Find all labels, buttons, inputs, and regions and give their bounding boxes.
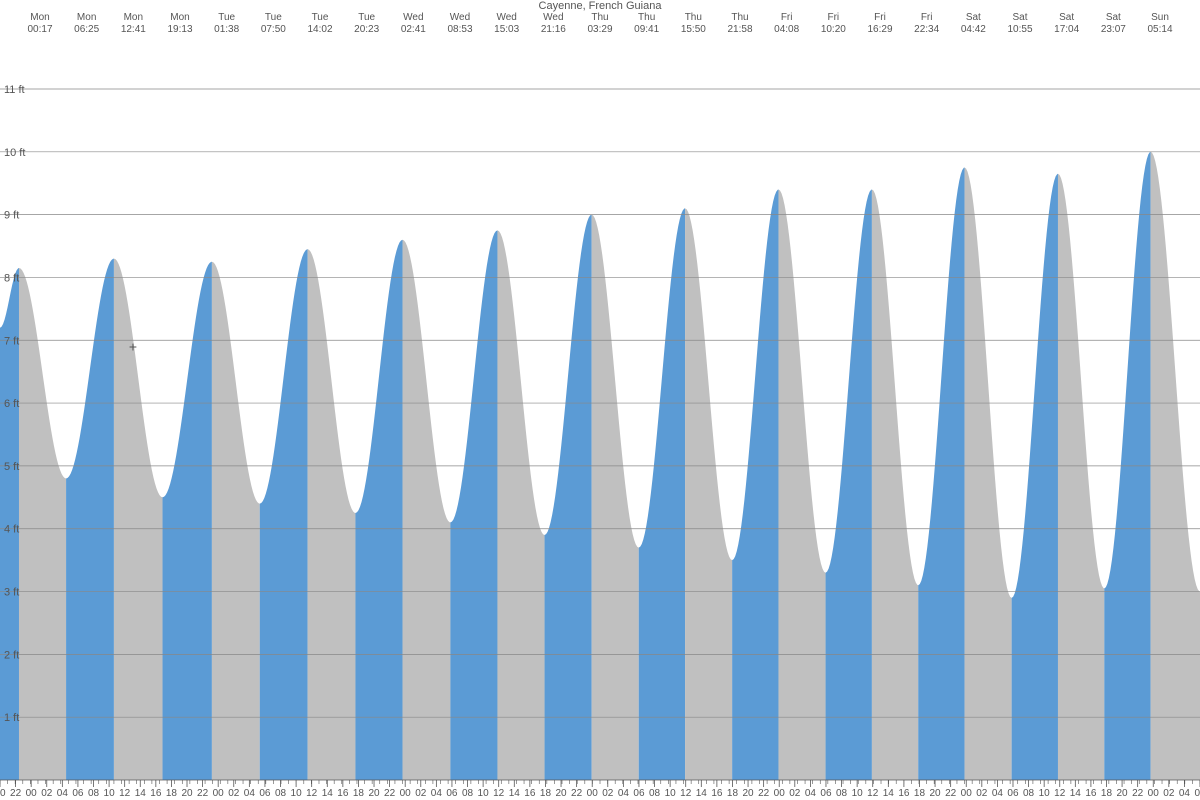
chart-svg: 1 ft 2 ft 3 ft 4 ft 5 ft 6 ft 7 ft 8 ft 9 ft 10 f… bbox=[0, 0, 1200, 800]
svg-text:00: 00 bbox=[774, 788, 786, 799]
svg-text:3 ft: 3 ft bbox=[4, 587, 19, 599]
svg-text:12: 12 bbox=[493, 788, 505, 799]
svg-text:16: 16 bbox=[524, 788, 536, 799]
svg-text:20: 20 bbox=[555, 788, 567, 799]
svg-text:00: 00 bbox=[961, 788, 973, 799]
svg-text:22: 22 bbox=[384, 788, 396, 799]
svg-text:22: 22 bbox=[1132, 788, 1144, 799]
svg-text:00: 00 bbox=[1148, 788, 1160, 799]
svg-text:20: 20 bbox=[0, 788, 6, 799]
tide-chart: Cayenne, French Guiana Mon00:17Mon06:25M… bbox=[0, 0, 1200, 800]
svg-text:12: 12 bbox=[306, 788, 318, 799]
svg-text:06: 06 bbox=[72, 788, 84, 799]
svg-text:14: 14 bbox=[696, 788, 708, 799]
svg-text:22: 22 bbox=[945, 788, 957, 799]
svg-text:02: 02 bbox=[41, 788, 53, 799]
svg-text:18: 18 bbox=[727, 788, 739, 799]
svg-text:20: 20 bbox=[742, 788, 754, 799]
svg-text:10: 10 bbox=[478, 788, 490, 799]
svg-text:12: 12 bbox=[119, 788, 131, 799]
svg-text:04: 04 bbox=[805, 788, 817, 799]
svg-text:06: 06 bbox=[259, 788, 271, 799]
svg-text:08: 08 bbox=[836, 788, 848, 799]
svg-text:20: 20 bbox=[1117, 788, 1129, 799]
svg-text:16: 16 bbox=[150, 788, 162, 799]
svg-text:04: 04 bbox=[57, 788, 69, 799]
svg-text:00: 00 bbox=[587, 788, 599, 799]
svg-text:22: 22 bbox=[10, 788, 22, 799]
svg-text:18: 18 bbox=[1101, 788, 1113, 799]
svg-text:22: 22 bbox=[758, 788, 770, 799]
svg-text:06: 06 bbox=[446, 788, 458, 799]
svg-text:08: 08 bbox=[462, 788, 474, 799]
svg-text:04: 04 bbox=[618, 788, 630, 799]
svg-text:14: 14 bbox=[135, 788, 147, 799]
svg-text:06: 06 bbox=[820, 788, 832, 799]
svg-text:20: 20 bbox=[368, 788, 380, 799]
svg-text:02: 02 bbox=[228, 788, 240, 799]
svg-text:4 ft: 4 ft bbox=[4, 524, 19, 536]
svg-text:6 ft: 6 ft bbox=[4, 398, 19, 410]
svg-text:04: 04 bbox=[244, 788, 256, 799]
svg-text:12: 12 bbox=[1054, 788, 1066, 799]
svg-text:00: 00 bbox=[213, 788, 225, 799]
svg-text:00: 00 bbox=[400, 788, 412, 799]
svg-text:14: 14 bbox=[509, 788, 521, 799]
svg-text:08: 08 bbox=[275, 788, 287, 799]
svg-text:+: + bbox=[129, 339, 137, 355]
svg-text:14: 14 bbox=[322, 788, 334, 799]
svg-text:08: 08 bbox=[1023, 788, 1035, 799]
svg-text:04: 04 bbox=[431, 788, 443, 799]
svg-text:02: 02 bbox=[415, 788, 427, 799]
svg-text:12: 12 bbox=[680, 788, 692, 799]
svg-text:16: 16 bbox=[711, 788, 723, 799]
svg-text:7 ft: 7 ft bbox=[4, 335, 19, 347]
svg-text:02: 02 bbox=[1163, 788, 1175, 799]
svg-text:08: 08 bbox=[649, 788, 661, 799]
svg-text:10: 10 bbox=[104, 788, 116, 799]
svg-text:02: 02 bbox=[976, 788, 988, 799]
svg-text:18: 18 bbox=[540, 788, 552, 799]
svg-text:8 ft: 8 ft bbox=[4, 272, 19, 284]
svg-text:9 ft: 9 ft bbox=[4, 210, 19, 222]
svg-text:16: 16 bbox=[337, 788, 349, 799]
svg-text:20: 20 bbox=[930, 788, 942, 799]
svg-text:10: 10 bbox=[291, 788, 303, 799]
svg-text:04: 04 bbox=[992, 788, 1004, 799]
svg-text:00: 00 bbox=[26, 788, 38, 799]
svg-text:16: 16 bbox=[898, 788, 910, 799]
svg-text:10 ft: 10 ft bbox=[4, 147, 25, 159]
svg-text:1 ft: 1 ft bbox=[4, 712, 19, 724]
svg-text:12: 12 bbox=[867, 788, 879, 799]
svg-text:06: 06 bbox=[1194, 788, 1200, 799]
svg-text:22: 22 bbox=[571, 788, 583, 799]
svg-text:08: 08 bbox=[88, 788, 100, 799]
svg-text:02: 02 bbox=[789, 788, 801, 799]
svg-text:5 ft: 5 ft bbox=[4, 461, 19, 473]
svg-text:02: 02 bbox=[602, 788, 614, 799]
svg-text:18: 18 bbox=[166, 788, 178, 799]
svg-text:10: 10 bbox=[1039, 788, 1051, 799]
svg-text:10: 10 bbox=[665, 788, 677, 799]
svg-text:14: 14 bbox=[883, 788, 895, 799]
svg-text:14: 14 bbox=[1070, 788, 1082, 799]
svg-text:2 ft: 2 ft bbox=[4, 649, 19, 661]
svg-text:06: 06 bbox=[633, 788, 645, 799]
svg-text:04: 04 bbox=[1179, 788, 1191, 799]
svg-text:18: 18 bbox=[353, 788, 365, 799]
svg-text:11 ft: 11 ft bbox=[4, 84, 25, 96]
svg-text:18: 18 bbox=[914, 788, 926, 799]
svg-text:10: 10 bbox=[852, 788, 864, 799]
svg-text:16: 16 bbox=[1085, 788, 1097, 799]
svg-text:20: 20 bbox=[181, 788, 193, 799]
svg-text:22: 22 bbox=[197, 788, 209, 799]
svg-text:06: 06 bbox=[1007, 788, 1019, 799]
